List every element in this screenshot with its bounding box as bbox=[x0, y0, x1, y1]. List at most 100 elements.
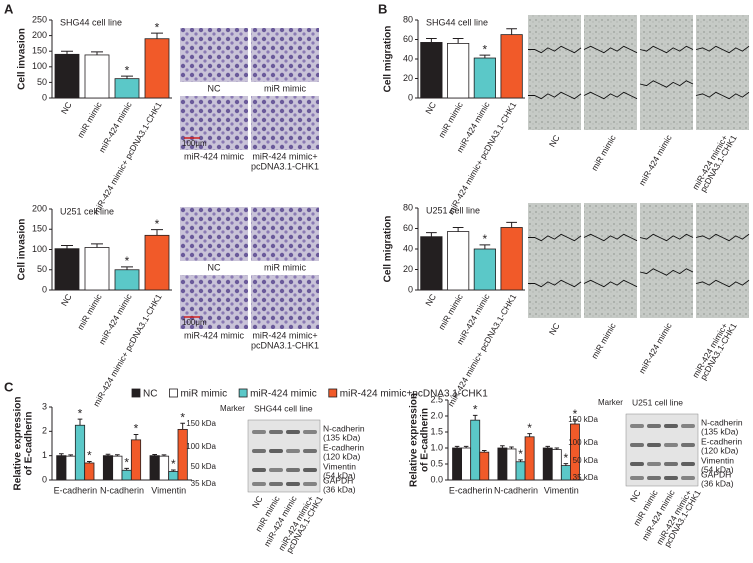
y-tick-label: 20 bbox=[403, 73, 413, 83]
legend-label: miR-424 mimic bbox=[250, 389, 317, 400]
protein-label: (135 kDa) bbox=[323, 432, 360, 442]
error-bar bbox=[454, 445, 460, 448]
error-bar bbox=[161, 454, 167, 457]
y-tick-label: 0 bbox=[408, 284, 413, 294]
blot-band bbox=[664, 443, 678, 447]
image-label: miR-424 mimic bbox=[637, 132, 674, 187]
kda-label: 50 kDa bbox=[191, 462, 217, 471]
y-tick-label: 0 bbox=[408, 92, 413, 102]
y-tick-label: 50 bbox=[37, 77, 47, 87]
blot-band bbox=[664, 476, 678, 480]
scratch-edge bbox=[583, 91, 638, 100]
scratch-image bbox=[528, 15, 581, 130]
blot-band bbox=[252, 449, 266, 453]
error-bar bbox=[482, 450, 487, 453]
scratch-edge bbox=[695, 233, 750, 242]
error-bar bbox=[151, 229, 163, 236]
chart-title: SHG44 cell line bbox=[426, 17, 488, 27]
legend-swatch bbox=[131, 388, 141, 398]
lane-label: NC bbox=[628, 488, 643, 504]
scale-label: 100μm bbox=[182, 318, 207, 327]
bar bbox=[447, 231, 470, 291]
scratch-edge bbox=[639, 45, 694, 54]
bar bbox=[447, 43, 470, 99]
blot-band bbox=[252, 430, 266, 434]
blot-band bbox=[647, 424, 661, 428]
error-bar bbox=[91, 51, 103, 55]
error-bar bbox=[152, 453, 157, 456]
x-tick-label: NC bbox=[423, 292, 438, 308]
error-bar bbox=[61, 244, 73, 249]
blot-band bbox=[286, 482, 300, 486]
bar bbox=[84, 247, 110, 291]
chart-title: U251 cell line bbox=[426, 205, 480, 215]
bar bbox=[130, 439, 142, 481]
x-tick-label: Vimentin bbox=[151, 485, 186, 495]
y-tick-label: 2.5 bbox=[430, 394, 443, 404]
significance: * bbox=[134, 422, 139, 436]
image-label: miR mimic bbox=[264, 262, 306, 272]
blot-band bbox=[286, 449, 300, 453]
blot-band bbox=[252, 468, 266, 472]
bar bbox=[470, 419, 481, 481]
image-label: miR mimic bbox=[264, 83, 306, 93]
y-tick-label: 50 bbox=[37, 264, 47, 274]
x-tick-label: miR mimic bbox=[75, 291, 104, 331]
y-label: of E-cadherin bbox=[24, 412, 35, 476]
bar bbox=[473, 248, 496, 291]
micrograph bbox=[251, 275, 319, 329]
y-tick-label: 0.0 bbox=[430, 474, 443, 484]
legend-swatch bbox=[328, 388, 338, 398]
bar bbox=[461, 447, 472, 481]
bar bbox=[149, 455, 160, 481]
y-tick-label: 2.0 bbox=[430, 410, 443, 420]
error-bar bbox=[105, 453, 111, 456]
y-tick-label: 1.0 bbox=[430, 442, 443, 452]
y-tick-label: 200 bbox=[32, 203, 47, 213]
x-tick-label: NC bbox=[59, 292, 74, 308]
error-bar bbox=[463, 445, 469, 448]
scratch-image bbox=[640, 203, 693, 318]
y-tick-label: 150 bbox=[32, 46, 47, 56]
kda-label: 35 kDa bbox=[191, 479, 217, 488]
bar bbox=[168, 471, 179, 481]
y-tick-label: 20 bbox=[403, 264, 413, 274]
image-label: pcDNA3.1-CHK1 bbox=[251, 340, 319, 350]
blot-cell-line: U251 cell line bbox=[632, 397, 683, 407]
protein-label: (54 kDa) bbox=[323, 470, 356, 480]
scratch-edge bbox=[639, 233, 694, 242]
bar bbox=[65, 455, 76, 481]
y-tick-label: 60 bbox=[403, 34, 413, 44]
scratch-image bbox=[696, 203, 749, 318]
blot-band bbox=[630, 462, 644, 466]
blot-band bbox=[630, 424, 644, 428]
scratch-edge bbox=[639, 80, 694, 88]
protein-label: (36 kDa) bbox=[323, 484, 356, 494]
blot-band bbox=[286, 468, 300, 472]
protein-label: (54 kDa) bbox=[701, 464, 734, 474]
protein-label: N-cadherin bbox=[323, 423, 365, 433]
bar bbox=[114, 78, 140, 99]
error-bar bbox=[426, 38, 437, 43]
micrograph bbox=[180, 207, 248, 261]
scratch-edge bbox=[583, 233, 638, 242]
error-bar bbox=[479, 54, 491, 59]
bar bbox=[54, 53, 80, 99]
blot-band bbox=[664, 462, 678, 466]
blot-cell-line: SHG44 cell line bbox=[254, 403, 313, 413]
y-tick-label: 1.5 bbox=[430, 426, 443, 436]
error-bar bbox=[472, 414, 478, 421]
error-bar bbox=[554, 447, 560, 450]
panel-label: C bbox=[4, 379, 14, 394]
kda-label: 150 kDa bbox=[568, 415, 598, 424]
error-bar bbox=[563, 463, 569, 466]
y-tick-label: 2 bbox=[42, 426, 47, 436]
significance: * bbox=[125, 254, 130, 268]
blot-marker: Marker bbox=[220, 404, 245, 413]
bar bbox=[54, 248, 80, 291]
scratch-image bbox=[584, 203, 637, 318]
blot-band bbox=[647, 476, 661, 480]
bar bbox=[144, 234, 170, 291]
blot-band bbox=[647, 443, 661, 447]
x-tick-label: Vimentin bbox=[544, 485, 579, 495]
